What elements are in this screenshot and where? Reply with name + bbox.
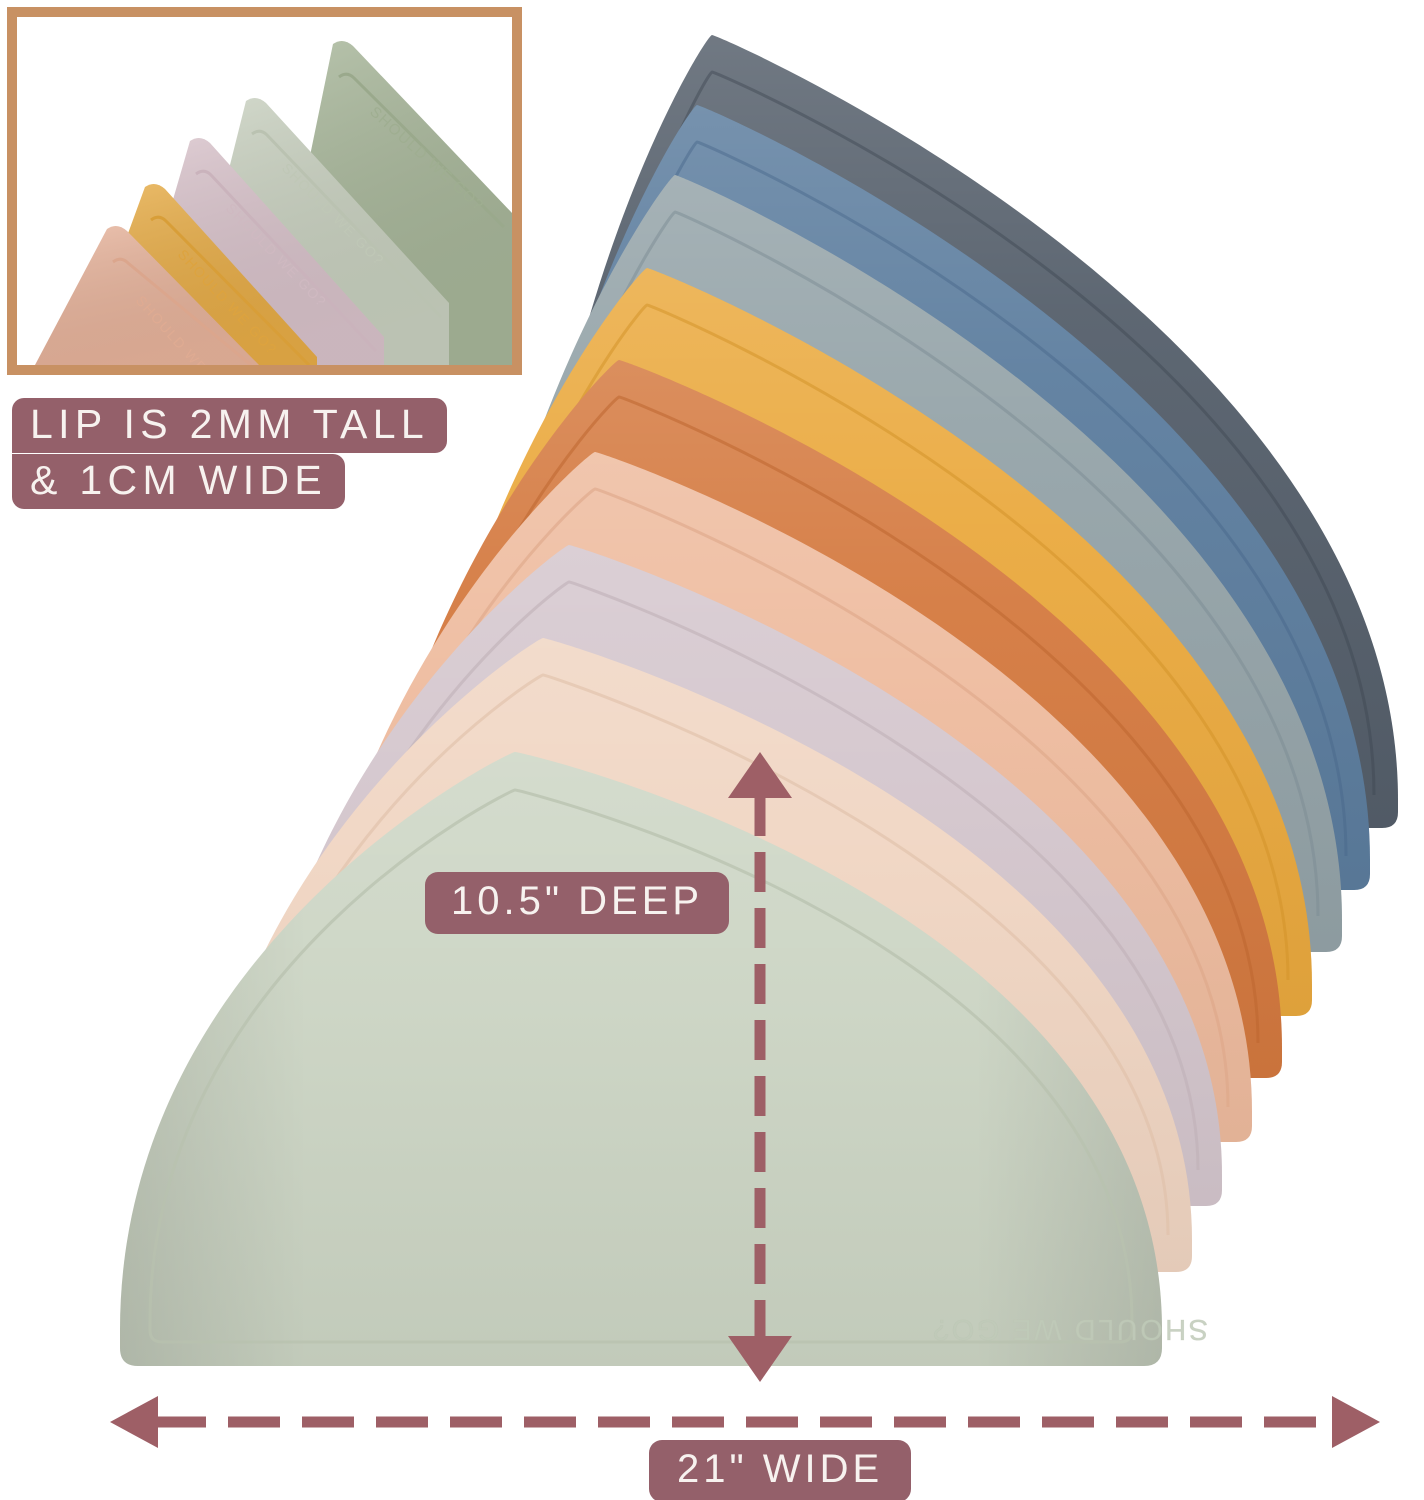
mat-sage-green: SHOULD WE GO? (120, 752, 1208, 1366)
depth-callout-badge: 10.5" DEEP (425, 872, 730, 934)
lip-detail-inset: SHOULD WE GO? SHOULD WE GO? SHOULD WE GO… (7, 7, 522, 375)
brand-emboss-text: SHOULD WE GO? (931, 1313, 1208, 1345)
lip-callout-badge: LIP IS 2MM TALL & 1CM WIDE (12, 398, 447, 510)
lip-callout-line-1: LIP IS 2MM TALL (12, 398, 447, 454)
inset-mat-blush-peach: SHOULD WE GO? (35, 225, 259, 365)
lip-callout-line-2: & 1CM WIDE (12, 454, 346, 510)
width-callout-badge: 21" WIDE (649, 1440, 912, 1500)
